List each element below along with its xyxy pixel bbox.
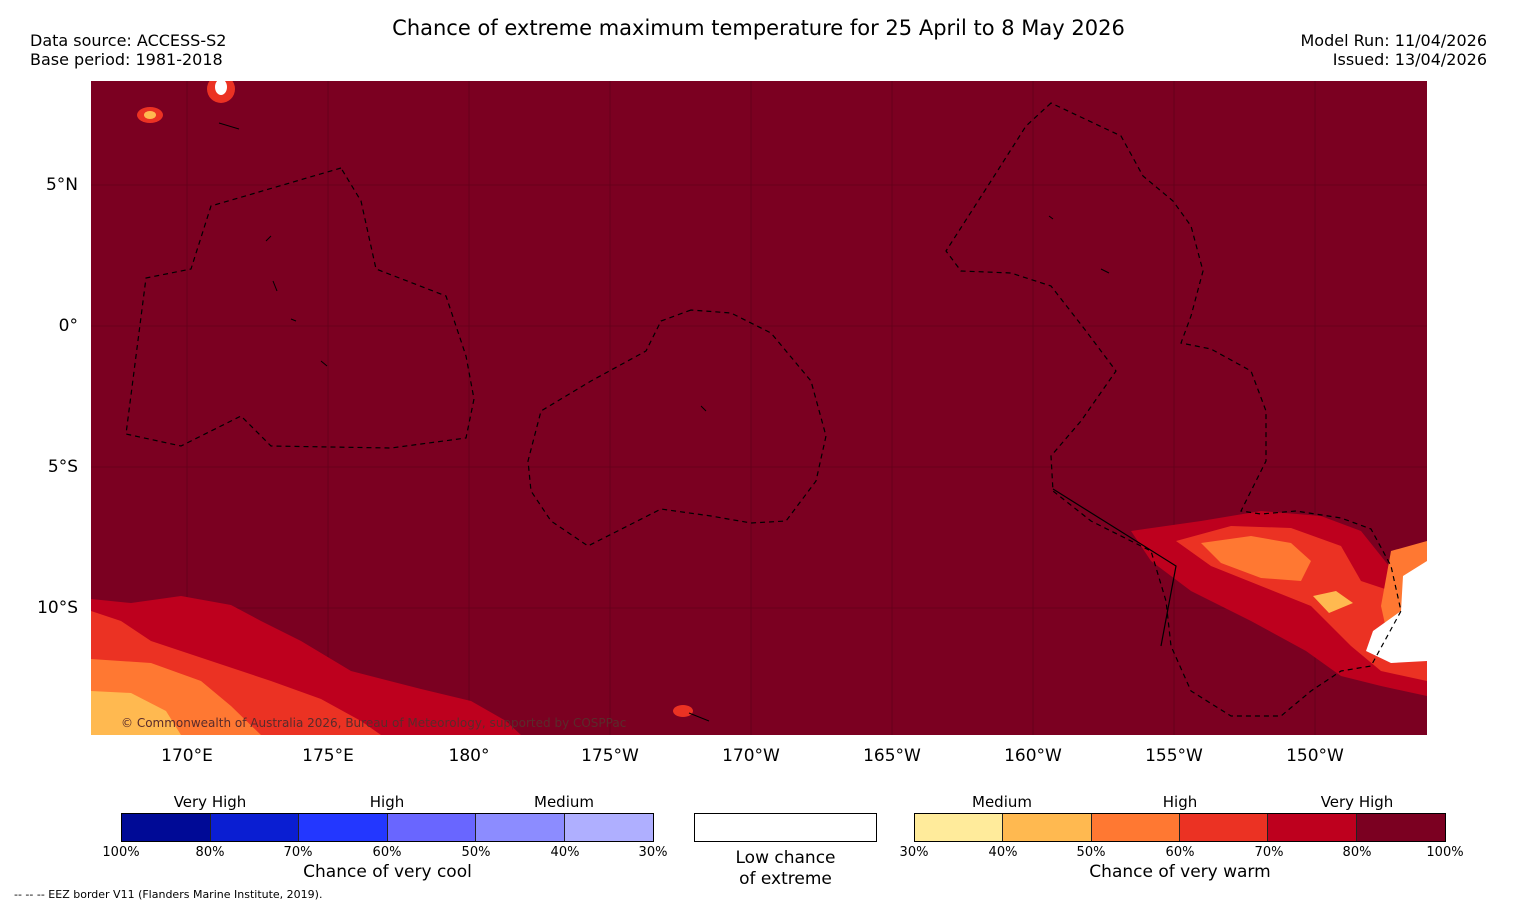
- cool-swatch-4: [387, 814, 477, 841]
- boundary-line-solid: [1052, 488, 1177, 647]
- neutral-caption-line1: Low chance: [735, 848, 836, 868]
- cool-colorbar: [121, 813, 654, 842]
- lon-label-170e: 170°E: [161, 746, 213, 766]
- lon-label-160w: 160°W: [1004, 746, 1062, 766]
- cool-swatch-6: [564, 814, 653, 841]
- cool-swatch-2: [210, 814, 300, 841]
- warm-swatch-2: [1003, 814, 1092, 841]
- cool-tick: 50%: [461, 845, 491, 860]
- cool-tick: 70%: [283, 845, 313, 860]
- warm-category-high: High: [1162, 793, 1198, 811]
- cool-category-high: High: [369, 793, 405, 811]
- cool-tick: 40%: [550, 845, 580, 860]
- issued-date: Issued: 13/04/2026: [1332, 50, 1487, 69]
- warm-tick: 50%: [1076, 845, 1106, 860]
- lon-label-170w: 170°W: [722, 746, 780, 766]
- cool-swatch-3: [299, 814, 388, 841]
- warm-legend-caption: Chance of very warm: [1089, 862, 1271, 882]
- neutral-swatch: [694, 813, 877, 842]
- neutral-caption-line2: of extreme: [739, 869, 832, 889]
- hotspot-north-1-core: [215, 81, 227, 95]
- lon-label-165w: 165°W: [863, 746, 921, 766]
- base-period: Base period: 1981-2018: [30, 50, 223, 69]
- cool-swatch-1: [122, 814, 211, 841]
- warm-colorbar: [914, 813, 1446, 842]
- warm-category-medium: Medium: [972, 793, 1032, 811]
- cool-category-very-high: Very High: [173, 793, 247, 811]
- warm-category-very-high: Very High: [1320, 793, 1394, 811]
- lat-label-5s: 5°S: [47, 457, 78, 477]
- warm-zone-east-40: [1313, 591, 1353, 613]
- warm-swatch-6: [1356, 814, 1445, 841]
- warm-tick: 80%: [1342, 845, 1372, 860]
- lat-label-10s: 10°S: [37, 598, 78, 618]
- warm-swatch-1: [915, 814, 1004, 841]
- hotspot-south: [673, 705, 693, 717]
- warm-zone-east-50: [1201, 536, 1311, 581]
- cool-category-medium: Medium: [534, 793, 594, 811]
- lat-label-0: 0°: [58, 316, 78, 336]
- hotspot-north-2-core: [144, 111, 156, 119]
- warm-tick: 70%: [1254, 845, 1284, 860]
- eez-line-islands: [945, 102, 1402, 717]
- lon-label-150w: 150°W: [1286, 746, 1344, 766]
- eez-footnote: -- -- -- EEZ border V11 (Flanders Marine…: [14, 888, 323, 901]
- lon-label-175e: 175°E: [302, 746, 354, 766]
- map-copyright: © Commonwealth of Australia 2026, Bureau…: [121, 716, 626, 730]
- cool-legend-caption: Chance of very cool: [303, 862, 472, 882]
- eez-phoenix: [527, 309, 827, 547]
- warm-tick: 40%: [988, 845, 1018, 860]
- low-chance-zone-east: [1366, 561, 1427, 663]
- cool-tick: 100%: [102, 845, 140, 860]
- cool-tick: 80%: [195, 845, 225, 860]
- model-run: Model Run: 11/04/2026: [1300, 31, 1488, 50]
- cool-tick: 60%: [372, 845, 402, 860]
- cool-swatch-5: [476, 814, 565, 841]
- page-title: Chance of extreme maximum temperature fo…: [392, 16, 1125, 40]
- lon-label-175w: 175°W: [581, 746, 639, 766]
- eez-kiribati-gilbert: [125, 167, 475, 449]
- warm-swatch-4: [1180, 814, 1269, 841]
- lat-label-5n: 5°N: [45, 175, 78, 195]
- warm-tick: 60%: [1165, 845, 1195, 860]
- warm-tick: 100%: [1426, 845, 1464, 860]
- warm-zone-southwest-40: [91, 691, 181, 735]
- warm-swatch-5: [1268, 814, 1357, 841]
- eez-borders: [125, 102, 1402, 717]
- forecast-map[interactable]: © Commonwealth of Australia 2026, Bureau…: [91, 81, 1427, 735]
- island-outlines: [218, 122, 1110, 722]
- warm-tick: 30%: [899, 845, 929, 860]
- warm-swatch-3: [1091, 814, 1181, 841]
- cool-tick: 30%: [638, 845, 668, 860]
- lon-label-155w: 155°W: [1145, 746, 1203, 766]
- data-source: Data source: ACCESS-S2: [30, 31, 227, 50]
- lon-label-180: 180°: [448, 746, 490, 766]
- map-background: [91, 81, 1427, 735]
